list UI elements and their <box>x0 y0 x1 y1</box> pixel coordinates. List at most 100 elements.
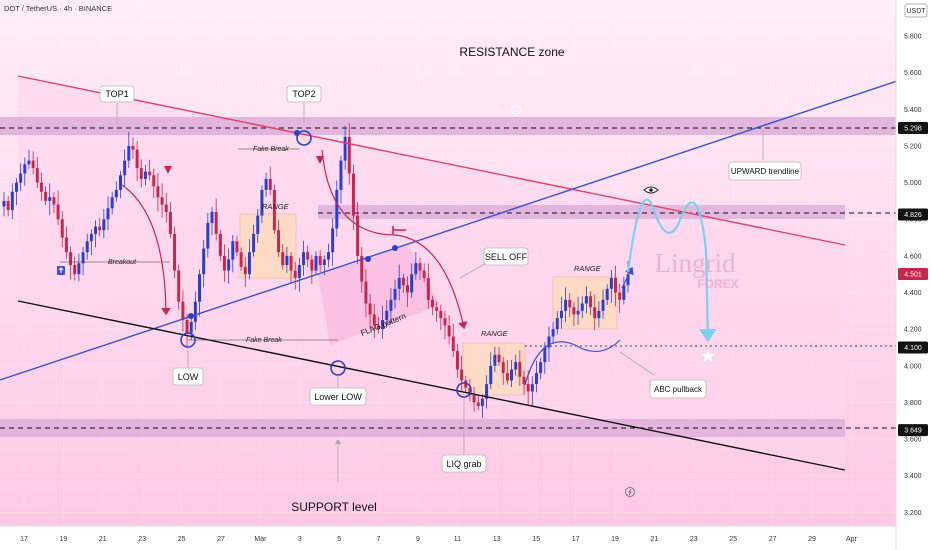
candle-body <box>555 318 559 330</box>
candle-body <box>310 259 314 271</box>
svg-text:TOP2: TOP2 <box>292 89 315 99</box>
candle-body <box>393 288 397 300</box>
price-marker-box <box>898 341 928 354</box>
time-axis[interactable] <box>0 526 896 550</box>
time-tick: 17 <box>572 536 580 543</box>
candle-body <box>368 303 372 315</box>
upward-trendline[interactable] <box>0 79 901 381</box>
time-tick: 9 <box>416 536 420 543</box>
candle-body <box>468 387 472 396</box>
candle-body <box>114 189 118 198</box>
support-level-label: SUPPORT level <box>291 500 377 514</box>
candle-body <box>214 211 218 234</box>
lower-low-tag: Lower LOW <box>309 387 367 406</box>
candle-body <box>256 215 260 234</box>
time-tick: 17 <box>20 536 28 543</box>
candle-body <box>106 208 110 220</box>
candle-body <box>418 263 422 271</box>
candle-body <box>331 228 335 253</box>
price-tick: 4.600 <box>904 253 922 260</box>
watermark-brand: Lingrid <box>655 248 736 278</box>
svg-text:ABC pullback: ABC pullback <box>654 385 703 394</box>
candle-body <box>534 373 538 385</box>
top1-arrow-marker <box>164 166 172 174</box>
candle-body <box>385 310 389 320</box>
candle-body <box>31 160 35 168</box>
candle-body <box>593 307 597 319</box>
descending-resistance-trendline[interactable] <box>17 75 846 246</box>
candle-body <box>210 211 214 223</box>
drop-arrow-2 <box>321 149 468 330</box>
price-tick: 5.400 <box>904 107 922 114</box>
price-marker-box <box>898 268 928 281</box>
candle-body <box>148 171 152 176</box>
trend-dot-3 <box>392 245 398 251</box>
candle-body <box>206 222 210 249</box>
fake-break-label-1: Fake Break <box>253 146 289 153</box>
svg-text:LIQ grab: LIQ grab <box>446 459 481 469</box>
flash-icon[interactable] <box>625 487 635 497</box>
upward-trendline-tag: UPWARD trendline <box>728 161 802 181</box>
time-tick: 23 <box>690 536 698 543</box>
support-trendline[interactable] <box>17 300 846 471</box>
candle-body <box>372 314 376 326</box>
svg-text:SELL OFF: SELL OFF <box>485 252 528 262</box>
flash-glyph <box>628 488 632 496</box>
candle-body <box>27 160 31 165</box>
candle-body <box>464 380 468 388</box>
candle-body <box>181 301 185 320</box>
candle-body <box>10 191 14 211</box>
liq-circle <box>456 382 472 398</box>
candle-body <box>89 233 93 242</box>
candlestick-series <box>2 123 630 418</box>
descending-channel-fill <box>18 76 845 470</box>
candle-body <box>277 230 281 253</box>
candle-body <box>339 160 343 190</box>
time-tick: 21 <box>99 536 107 543</box>
price-tick: 5.200 <box>904 143 922 150</box>
candle-body <box>597 310 601 319</box>
candle-body <box>173 233 177 271</box>
candle-body <box>489 365 493 385</box>
candle-body <box>451 336 455 352</box>
candle-body <box>614 277 618 293</box>
sell-off-tag: SELL OFF <box>483 247 529 266</box>
price-tick: 4.000 <box>904 363 922 370</box>
candle-body <box>318 255 322 266</box>
candle-body <box>168 211 172 234</box>
support-band <box>0 419 845 437</box>
candle-body <box>447 325 451 337</box>
candle-body <box>376 325 380 330</box>
currency-label: USDT <box>906 8 926 15</box>
candle-body <box>510 369 514 381</box>
candle-body <box>73 265 77 275</box>
liq-grab-tag: LIQ grab <box>441 454 487 473</box>
candle-body <box>306 252 310 260</box>
fake-break-label-2: Fake Break <box>246 337 282 344</box>
price-tick: 4.400 <box>904 290 922 297</box>
watermark-sub: FOREX <box>697 277 738 291</box>
svg-text:TOP1: TOP1 <box>105 89 128 99</box>
candle-body <box>14 182 18 192</box>
time-tick: 25 <box>178 536 186 543</box>
candle-body <box>52 197 56 205</box>
star-icon <box>701 349 715 362</box>
time-tick: 13 <box>493 536 501 543</box>
top1-tag: TOP1 <box>99 85 135 103</box>
price-tick: 3.600 <box>904 437 922 444</box>
download-icon[interactable] <box>511 105 521 115</box>
candle-body <box>618 292 622 300</box>
candle-body <box>460 369 464 381</box>
candle-body <box>60 219 64 238</box>
candle-body <box>160 197 164 205</box>
candle-body <box>198 274 202 302</box>
candle-body <box>239 252 243 267</box>
time-axis-ticks: 17 19 21 23 25 27 Mar 3 5 7 9 11 13 15 17 19 21 23 25 27 29 A… <box>20 536 857 543</box>
candle-body <box>77 263 81 275</box>
candle-body <box>601 299 605 311</box>
candle-body <box>285 255 289 266</box>
candle-body <box>518 362 522 377</box>
time-tick: 23 <box>138 536 146 543</box>
candle-body <box>143 171 147 179</box>
